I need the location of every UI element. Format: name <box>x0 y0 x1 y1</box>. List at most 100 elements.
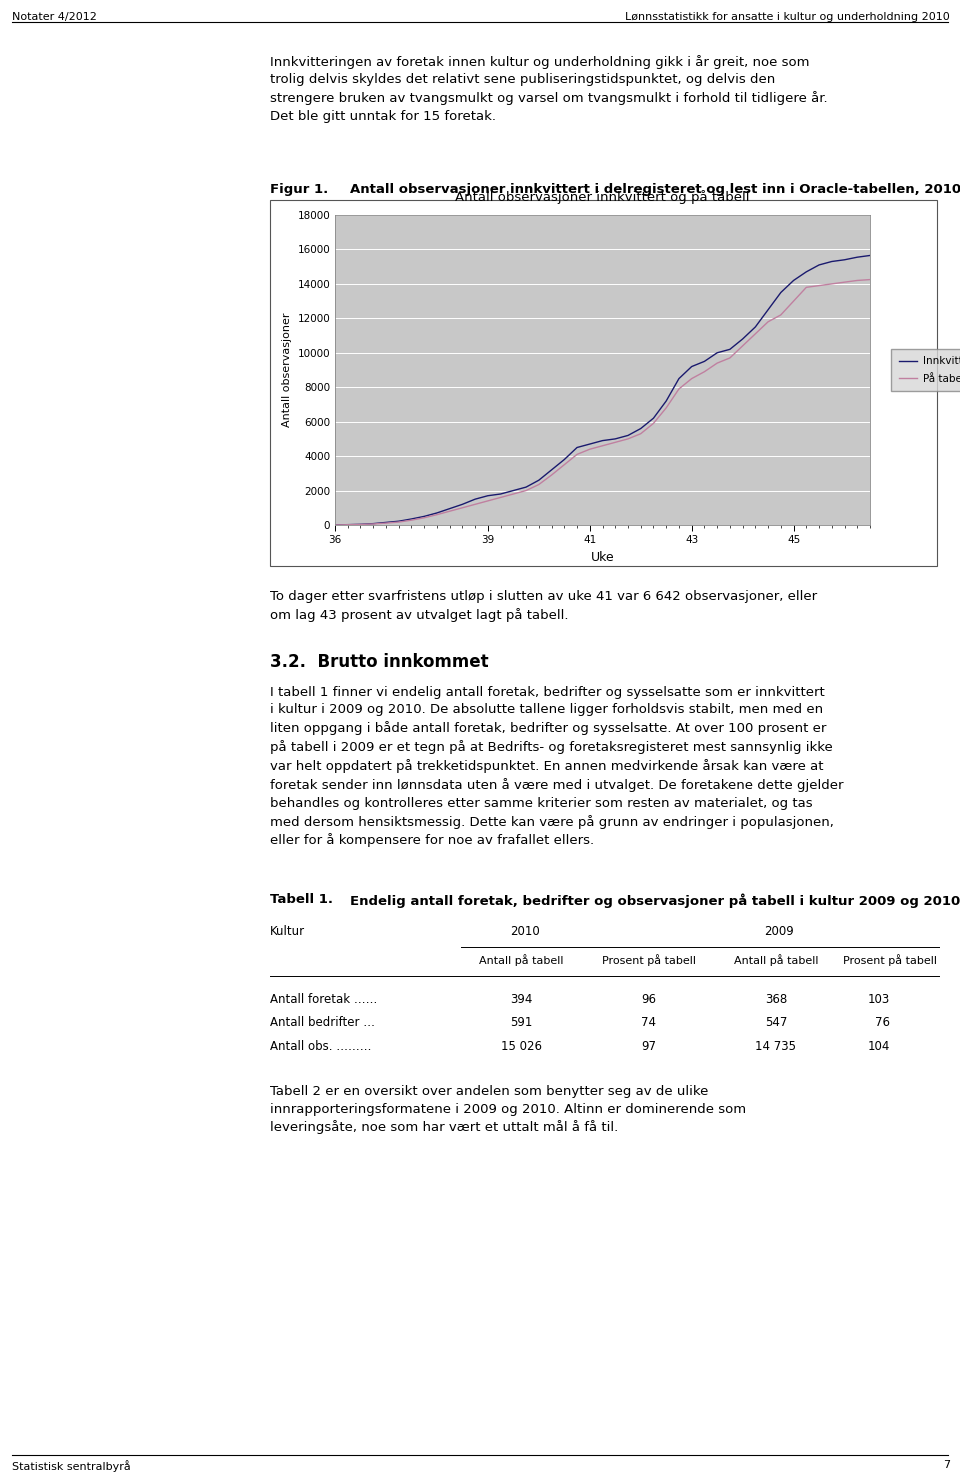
På tabell ant. personer <box>380 514 392 532</box>
Innkvittert ant. personer <box>354 516 366 534</box>
Text: Prosent på tabell: Prosent på tabell <box>843 955 937 967</box>
Text: 76: 76 <box>875 1017 890 1030</box>
På tabell ant. personer <box>852 272 863 290</box>
Text: Innkvitteringen av foretak innen kultur og underholdning gikk i år greit, noe so: Innkvitteringen av foretak innen kultur … <box>270 55 828 123</box>
På tabell ant. personer <box>354 516 366 534</box>
Innkvittert ant. personer <box>852 248 863 266</box>
Innkvittert ant. personer <box>762 302 774 319</box>
Innkvittert ant. personer <box>393 513 404 531</box>
På tabell ant. personer <box>559 455 570 473</box>
Text: Antall på tabell: Antall på tabell <box>479 955 564 967</box>
Innkvittert ant. personer <box>380 513 392 531</box>
På tabell ant. personer <box>469 495 481 513</box>
Text: 14 735: 14 735 <box>756 1039 797 1052</box>
Text: 97: 97 <box>641 1039 656 1052</box>
Innkvittert ant. personer <box>775 284 786 302</box>
På tabell ant. personer <box>762 313 774 331</box>
Innkvittert ant. personer <box>571 439 583 457</box>
På tabell ant. personer <box>520 482 532 500</box>
På tabell ant. personer <box>750 325 761 343</box>
På tabell ant. personer <box>494 489 506 507</box>
Innkvittert ant. personer <box>813 256 825 273</box>
På tabell ant. personer <box>482 492 493 510</box>
Innkvittert ant. personer <box>673 370 684 387</box>
På tabell ant. personer <box>826 275 837 293</box>
Text: 7: 7 <box>943 1460 950 1471</box>
Text: 103: 103 <box>868 993 890 1007</box>
Text: 591: 591 <box>510 1017 533 1030</box>
På tabell ant. personer <box>788 293 800 310</box>
Text: Notater 4/2012: Notater 4/2012 <box>12 12 97 22</box>
Innkvittert ant. personer <box>699 353 710 371</box>
Text: 104: 104 <box>868 1039 890 1052</box>
Text: Antall på tabell: Antall på tabell <box>733 955 818 967</box>
Text: Lønnsstatistikk for ansatte i kultur og underholdning 2010: Lønnsstatistikk for ansatte i kultur og … <box>625 12 950 22</box>
På tabell ant. personer <box>368 516 379 534</box>
Innkvittert ant. personer <box>711 344 723 362</box>
Text: Antall obs. ………: Antall obs. ……… <box>270 1039 372 1052</box>
Text: 547: 547 <box>765 1017 787 1030</box>
På tabell ant. personer <box>610 433 621 451</box>
X-axis label: Uke: Uke <box>590 551 614 565</box>
Text: Antall bedrifter …: Antall bedrifter … <box>270 1017 375 1030</box>
Innkvittert ant. personer <box>801 263 812 281</box>
Text: Antall observasjoner innkvittert i delregisteret og lest inn i Oracle-tabellen, : Antall observasjoner innkvittert i delre… <box>350 183 960 197</box>
Innkvittert ant. personer <box>559 451 570 469</box>
Innkvittert ant. personer <box>610 430 621 448</box>
Innkvittert ant. personer <box>431 504 443 522</box>
På tabell ant. personer <box>546 466 558 483</box>
På tabell ant. personer <box>775 306 786 324</box>
Innkvittert ant. personer <box>839 251 851 269</box>
Innkvittert ant. personer <box>546 461 558 479</box>
Innkvittert ant. personer <box>622 427 634 445</box>
På tabell ant. personer <box>622 430 634 448</box>
Innkvittert ant. personer <box>724 340 735 358</box>
Innkvittert ant. personer <box>826 253 837 270</box>
Innkvittert ant. personer <box>648 409 660 427</box>
På tabell ant. personer <box>839 273 851 291</box>
På tabell ant. personer <box>737 337 749 355</box>
På tabell ant. personer <box>533 476 544 494</box>
På tabell ant. personer <box>431 505 443 523</box>
På tabell ant. personer <box>673 380 684 398</box>
Text: 368: 368 <box>765 993 787 1007</box>
Innkvittert ant. personer <box>368 514 379 532</box>
Innkvittert ant. personer <box>635 420 646 437</box>
På tabell ant. personer <box>329 516 341 534</box>
På tabell ant. personer <box>597 437 609 455</box>
Innkvittert ant. personer <box>444 500 455 517</box>
Text: Prosent på tabell: Prosent på tabell <box>602 955 696 967</box>
På tabell ant. personer <box>685 370 697 387</box>
Text: Figur 1.: Figur 1. <box>270 183 328 197</box>
Innkvittert ant. personer <box>660 392 672 409</box>
Innkvittert ant. personer <box>469 491 481 508</box>
Text: 74: 74 <box>641 1017 656 1030</box>
Innkvittert ant. personer <box>329 516 341 534</box>
På tabell ant. personer <box>571 445 583 463</box>
Text: Tabell 1.: Tabell 1. <box>270 893 333 906</box>
På tabell ant. personer <box>419 508 430 526</box>
Text: Statistisk sentralbyrå: Statistisk sentralbyrå <box>12 1460 131 1472</box>
Line: På tabell ant. personer: På tabell ant. personer <box>335 279 870 525</box>
På tabell ant. personer <box>393 513 404 531</box>
Text: 394: 394 <box>510 993 533 1007</box>
Title: Antall observasjoner innkvittert og på tabell: Antall observasjoner innkvittert og på t… <box>455 191 750 204</box>
På tabell ant. personer <box>724 349 735 367</box>
Innkvittert ant. personer <box>597 432 609 449</box>
Innkvittert ant. personer <box>482 486 493 504</box>
Innkvittert ant. personer <box>737 330 749 347</box>
På tabell ant. personer <box>864 270 876 288</box>
Innkvittert ant. personer <box>342 516 353 534</box>
På tabell ant. personer <box>457 500 468 517</box>
Innkvittert ant. personer <box>419 507 430 525</box>
Text: I tabell 1 finner vi endelig antall foretak, bedrifter og sysselsatte som er inn: I tabell 1 finner vi endelig antall fore… <box>270 686 844 847</box>
På tabell ant. personer <box>635 424 646 442</box>
Innkvittert ant. personer <box>533 471 544 489</box>
På tabell ant. personer <box>648 414 660 432</box>
På tabell ant. personer <box>406 511 418 529</box>
Text: Tabell 2 er en oversikt over andelen som benytter seg av de ulike
innrapporterin: Tabell 2 er en oversikt over andelen som… <box>270 1085 746 1135</box>
På tabell ant. personer <box>699 364 710 381</box>
Line: Innkvittert ant. personer: Innkvittert ant. personer <box>335 256 870 525</box>
Innkvittert ant. personer <box>750 318 761 336</box>
Innkvittert ant. personer <box>788 272 800 290</box>
